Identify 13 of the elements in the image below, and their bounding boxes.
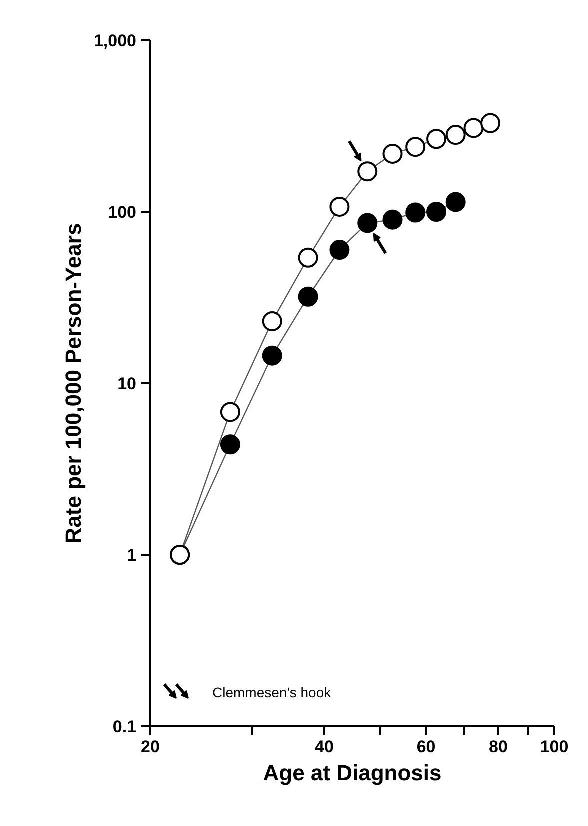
x-axis-title: Age at Diagnosis — [263, 760, 442, 786]
x-tick-label: 40 — [315, 738, 334, 756]
y-tick-label: 1,000 — [94, 32, 137, 50]
y-tick-label: 100 — [108, 203, 137, 222]
y-tick-label: 0.1 — [112, 718, 137, 736]
y-tick-label: 10 — [118, 374, 137, 394]
x-tick-label: 60 — [416, 738, 436, 756]
annotation: Clemmesen's hook — [212, 684, 332, 700]
x-tick-label: 100 — [540, 738, 569, 756]
y-tick-label: 1 — [127, 546, 137, 565]
x-tick-label: 80 — [489, 738, 508, 756]
x-tick-label: 20 — [141, 738, 160, 756]
y-axis-title: Rate per 100,000 Person-Years — [60, 223, 86, 544]
